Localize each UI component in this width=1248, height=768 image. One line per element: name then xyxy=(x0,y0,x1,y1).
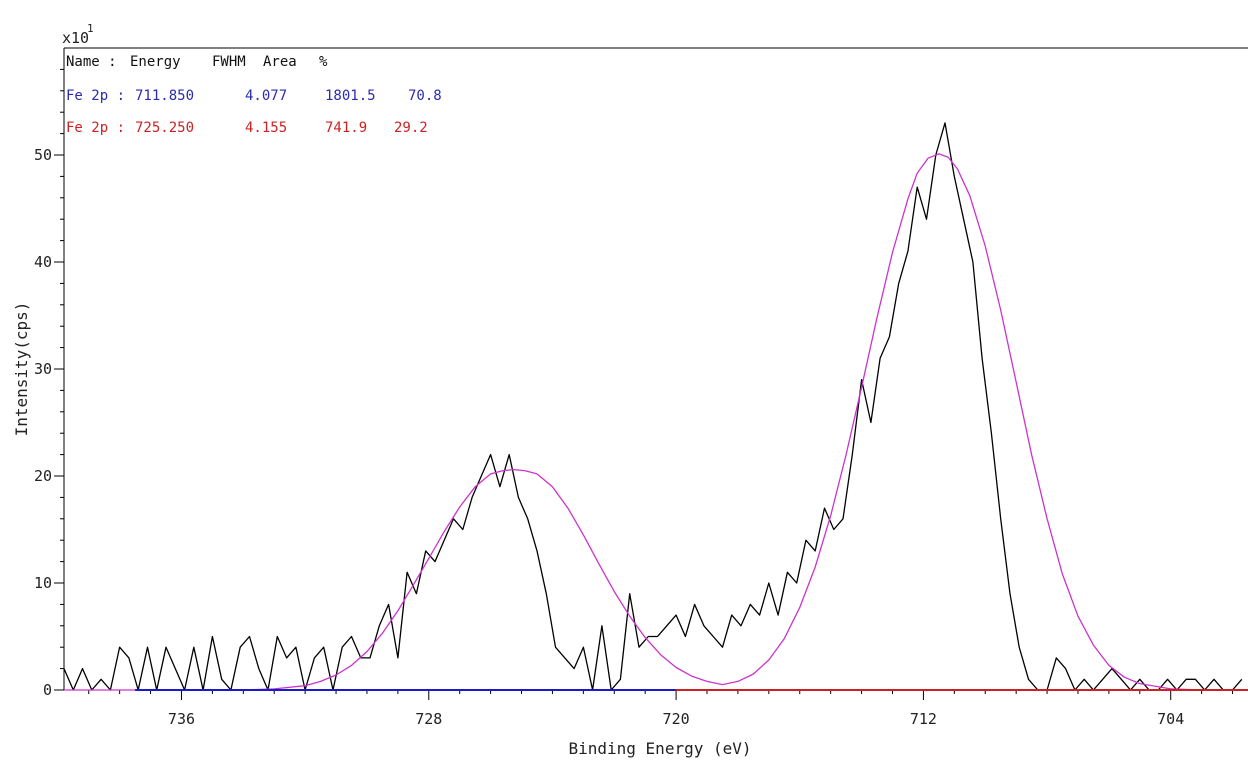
series-group xyxy=(63,122,1248,691)
legend-header-percent: % xyxy=(319,54,328,70)
y-tick-label: 0 xyxy=(43,681,52,699)
legend-header-area: Area xyxy=(263,54,297,70)
y-tick-label: 40 xyxy=(34,253,52,271)
legend-row-name: Fe 2p : xyxy=(66,120,125,136)
y-multiplier-exponent: 1 xyxy=(87,22,94,35)
y-tick-label: 30 xyxy=(34,360,52,378)
y-axis-label: Intensity(cps) xyxy=(12,302,31,437)
legend-row-fwhm: 4.155 xyxy=(245,120,287,136)
x-tick-label: 736 xyxy=(168,710,195,728)
tick-marks: 736 728 720 712 704 0 10 20 30 40 50 xyxy=(34,68,1234,728)
x-tick-label: 704 xyxy=(1157,710,1184,728)
x-tick-label: 728 xyxy=(415,710,442,728)
y-tick-label: 50 xyxy=(34,146,52,164)
x-axis-label: Binding Energy (eV) xyxy=(568,739,751,758)
legend-row-fwhm: 4.077 xyxy=(245,88,287,104)
legend-header: Name : Energy FWHM Area % xyxy=(66,54,328,70)
legend-row-name: Fe 2p : xyxy=(66,88,125,104)
legend-row-percent: 70.8 xyxy=(408,88,442,104)
fit-results-legend: Name : Energy FWHM Area % Fe 2p : 711.85… xyxy=(66,54,442,136)
x-tick-label: 720 xyxy=(663,710,690,728)
legend-row-percent: 29.2 xyxy=(394,120,428,136)
legend-row-area: 1801.5 xyxy=(325,88,376,104)
y-tick-label: 10 xyxy=(34,574,52,592)
y-tick-label: 20 xyxy=(34,467,52,485)
legend-header-fwhm: FWHM xyxy=(212,54,246,70)
legend-row-area: 741.9 xyxy=(325,120,367,136)
legend-row-fe2p-711: Fe 2p : 711.850 4.077 1801.5 70.8 xyxy=(66,88,442,104)
legend-row-energy: 725.250 xyxy=(135,120,194,136)
x-tick-label: 712 xyxy=(910,710,937,728)
fit-envelope-line xyxy=(64,153,1248,691)
y-multiplier-label: x10 xyxy=(62,29,89,47)
legend-header-name: Name : xyxy=(66,54,117,70)
legend-row-fe2p-725: Fe 2p : 725.250 4.155 741.9 29.2 xyxy=(66,120,428,136)
legend-header-energy: Energy xyxy=(130,54,181,70)
legend-row-energy: 711.850 xyxy=(135,88,194,104)
